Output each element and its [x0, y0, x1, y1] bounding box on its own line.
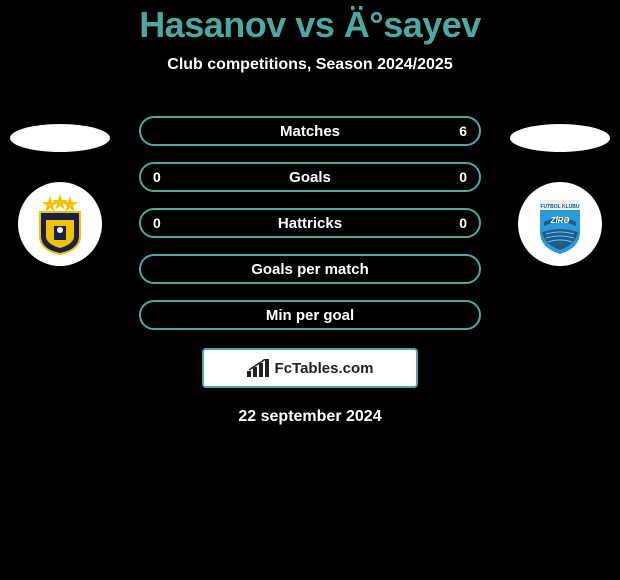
- stat-right-value: 0: [457, 215, 467, 231]
- svg-text:FUTBOL KLUBU: FUTBOL KLUBU: [540, 204, 579, 210]
- stat-row-hattricks: 0 Hattricks 0: [139, 208, 481, 238]
- stat-right-value: 6: [457, 123, 467, 139]
- brand-box[interactable]: FcTables.com: [202, 348, 418, 388]
- stat-left-value: 0: [153, 215, 163, 231]
- club-badge-left: [18, 182, 102, 266]
- stat-row-min-per-goal: Min per goal: [139, 300, 481, 330]
- svg-text:ZİRƏ: ZİRƏ: [550, 216, 570, 225]
- stat-label: Hattricks: [141, 215, 479, 232]
- stat-left-value: 0: [153, 169, 163, 185]
- club-crest-right-icon: FUTBOL KLUBU ZİRƏ: [528, 192, 592, 256]
- stat-label: Min per goal: [141, 307, 479, 324]
- player-right: FUTBOL KLUBU ZİRƏ: [510, 124, 610, 274]
- bar-chart-icon: [247, 359, 269, 377]
- stat-row-goals: 0 Goals 0: [139, 162, 481, 192]
- subtitle: Club competitions, Season 2024/2025: [0, 56, 620, 74]
- avatar-placeholder: [10, 124, 110, 152]
- page-title: Hasanov vs Ä°sayev: [0, 0, 620, 46]
- stat-row-goals-per-match: Goals per match: [139, 254, 481, 284]
- stat-label: Matches: [141, 123, 479, 140]
- stat-label: Goals per match: [141, 261, 479, 278]
- stat-label: Goals: [141, 169, 479, 186]
- date-text: 22 september 2024: [0, 408, 620, 426]
- club-crest-left-icon: [28, 192, 92, 256]
- stat-row-matches: Matches 6: [139, 116, 481, 146]
- player-left: [10, 124, 110, 274]
- club-badge-right: FUTBOL KLUBU ZİRƏ: [518, 182, 602, 266]
- brand-text: FcTables.com: [275, 360, 374, 377]
- avatar-placeholder: [510, 124, 610, 152]
- stat-right-value: 0: [457, 169, 467, 185]
